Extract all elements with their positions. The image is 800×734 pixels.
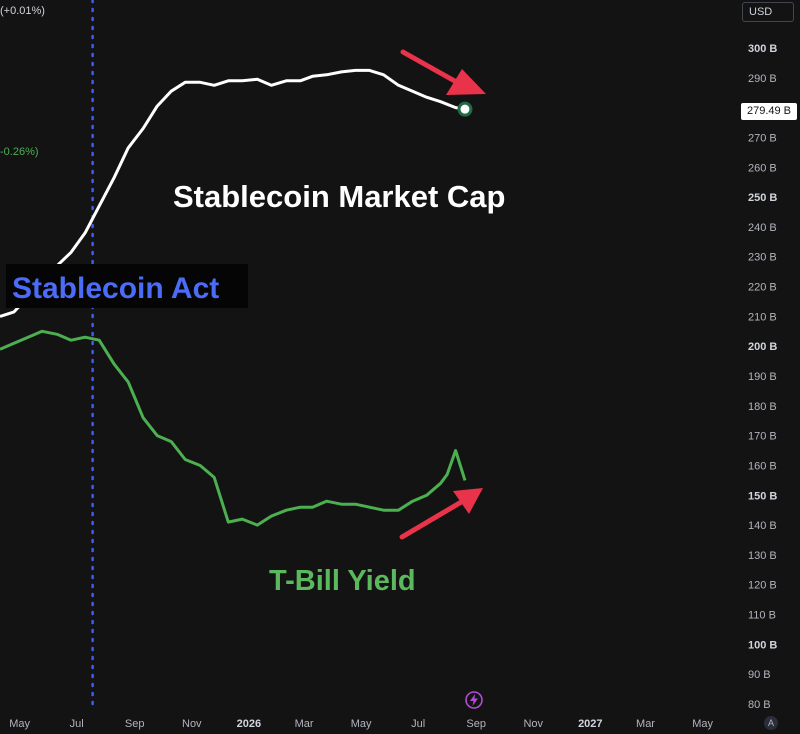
- lightning-icon[interactable]: [464, 690, 484, 710]
- y-tick-label: 80 B: [748, 699, 771, 711]
- y-tick-label: 180 B: [748, 401, 777, 413]
- x-tick-label: May: [9, 718, 30, 730]
- x-tick-label: Nov: [182, 718, 202, 730]
- arrow-down-right-icon: [400, 49, 486, 95]
- y-tick-label: 290 B: [748, 73, 777, 85]
- legend-top-change: (+0.01%): [0, 5, 45, 17]
- annotation-act: Stablecoin Act: [12, 272, 219, 305]
- y-tick-label: 90 B: [748, 669, 771, 681]
- x-tick-label: 2027: [578, 718, 602, 730]
- y-tick-label: 130 B: [748, 550, 777, 562]
- x-tick-label: May: [351, 718, 372, 730]
- y-tick-label: 300 B: [748, 43, 777, 55]
- x-tick-label: Jul: [70, 718, 84, 730]
- x-axis: May Jul Sep Nov 2026 Mar May Jul Sep Nov 2027 Mar Ma…: [9, 718, 713, 730]
- y-tick-label: 120 B: [748, 580, 777, 592]
- y-tick-label: 150 B: [748, 490, 777, 502]
- y-tick-label: 270 B: [748, 132, 777, 144]
- y-tick-label: 260 B: [748, 162, 777, 174]
- y-tick-label: 110 B: [748, 610, 776, 622]
- currency-button[interactable]: USD: [742, 2, 794, 22]
- annotation-market-cap: Stablecoin Market Cap: [173, 179, 505, 214]
- y-tick-label: 250 B: [748, 192, 777, 204]
- last-point-marker[interactable]: [457, 101, 473, 117]
- y-tick-label: 220 B: [748, 282, 777, 294]
- annotation-act-box: [6, 264, 248, 308]
- y-tick-label: 100 B: [748, 639, 777, 651]
- y-tick-label: 170 B: [748, 431, 777, 443]
- x-tick-label: Mar: [295, 718, 314, 730]
- series-line-stablecoin-market-cap: [0, 68, 466, 318]
- y-tick-label: 160 B: [748, 460, 777, 472]
- y-tick-label: 240 B: [748, 222, 777, 234]
- y-tick-label: 210 B: [748, 311, 777, 323]
- series-line-t-bill-yield: [0, 329, 467, 527]
- arrow-up-right-icon: [399, 488, 483, 540]
- x-tick-label: Mar: [636, 718, 655, 730]
- x-tick-label: Jul: [411, 718, 425, 730]
- x-tick-label: 2026: [237, 718, 261, 730]
- y-tick-label: 190 B: [748, 371, 777, 383]
- x-tick-label: Sep: [125, 718, 145, 730]
- annotation-tbill: T-Bill Yield: [269, 565, 416, 597]
- auto-scale-button[interactable]: A: [764, 716, 778, 730]
- x-tick-label: May: [692, 718, 713, 730]
- y-tick-label: 140 B: [748, 520, 777, 532]
- legend-green-change: -0.26%): [0, 146, 39, 158]
- y-tick-label: 230 B: [748, 252, 777, 264]
- x-tick-label: Sep: [466, 718, 486, 730]
- x-tick-label: Nov: [523, 718, 543, 730]
- y-axis: 300 B 290 B 270 B 260 B 250 B 240 B 230 B 220 B…: [748, 43, 777, 711]
- y-tick-label: 200 B: [748, 341, 777, 353]
- last-value-label: 279.49 B: [741, 103, 797, 120]
